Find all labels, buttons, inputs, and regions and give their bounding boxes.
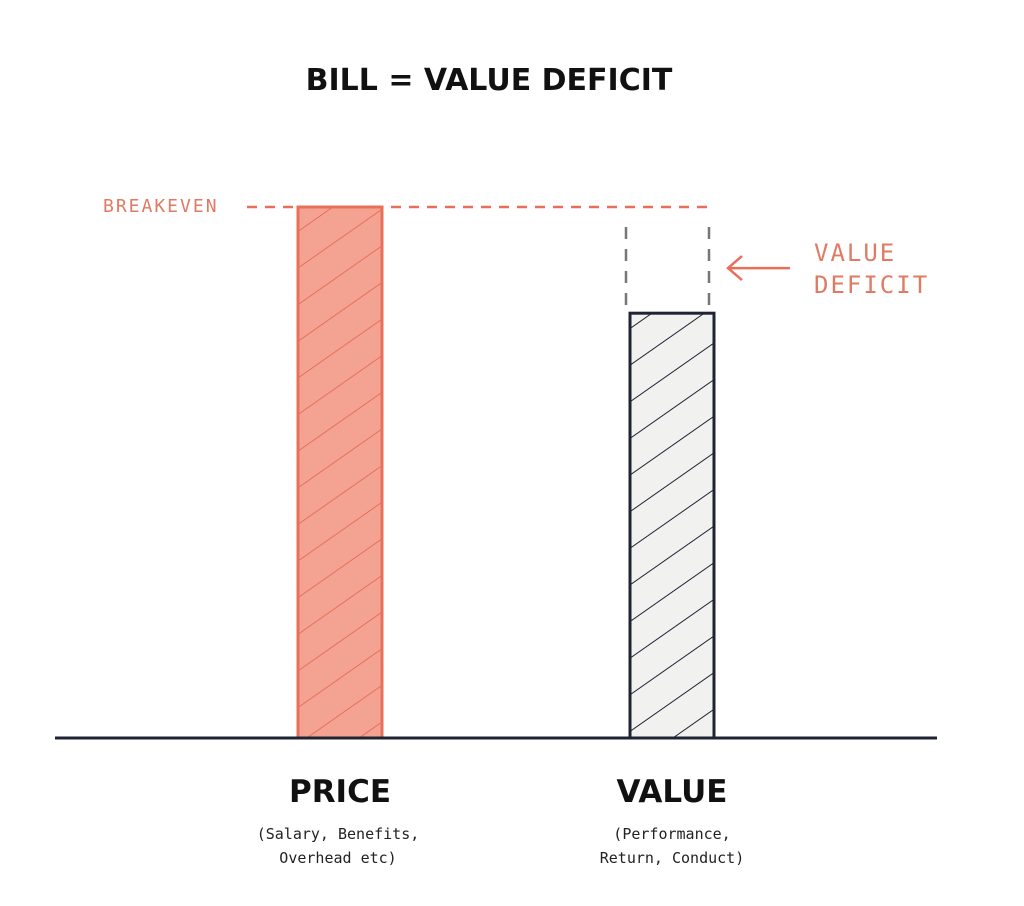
bar-hatch bbox=[296, 205, 384, 740]
category-note: (Salary, Benefits, bbox=[257, 825, 420, 843]
deficit-arrow bbox=[726, 255, 790, 282]
deficit-label: VALUE bbox=[814, 239, 896, 267]
breakeven-label: BREAKEVEN bbox=[103, 196, 219, 217]
deficit-label: DEFICIT bbox=[814, 271, 929, 299]
category-label: VALUE bbox=[617, 774, 728, 810]
bar-hatch bbox=[628, 311, 716, 740]
category-note: (Performance, bbox=[613, 825, 730, 843]
category-note: Return, Conduct) bbox=[600, 849, 745, 867]
chart-title: BILL = VALUE DEFICIT bbox=[306, 63, 673, 98]
category-note: Overhead etc) bbox=[279, 849, 396, 867]
category-label: PRICE bbox=[289, 774, 391, 810]
